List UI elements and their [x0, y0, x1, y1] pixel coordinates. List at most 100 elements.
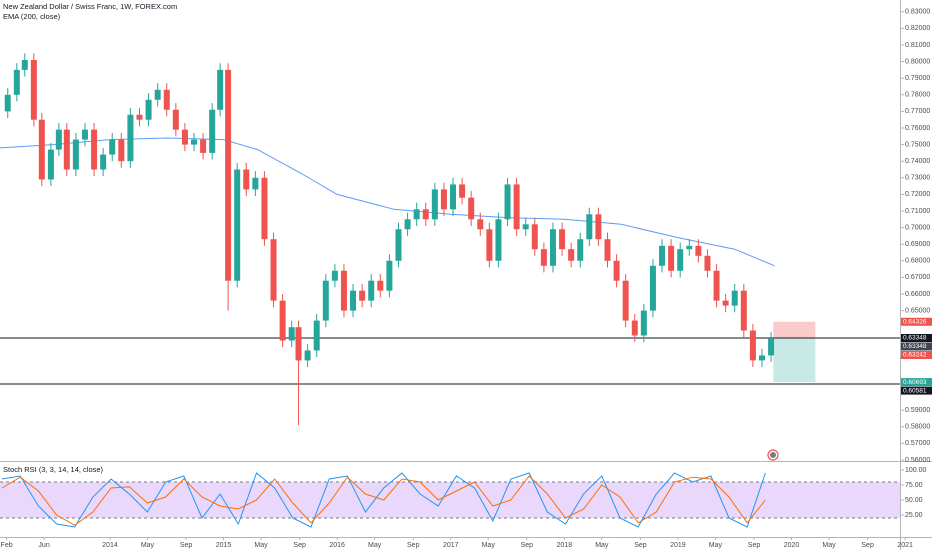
y-tick-label: 0.77000	[905, 108, 930, 115]
candle-body	[713, 270, 720, 301]
x-tick-label: May	[482, 542, 496, 549]
candle-body	[468, 197, 475, 220]
x-tick-label: Sep	[407, 542, 420, 549]
y-tick-label: 0.83000	[905, 9, 930, 16]
candle-body	[395, 229, 402, 261]
price-tag-label: 0.63242	[903, 352, 927, 359]
y-tick-label: 0.65000	[905, 307, 930, 314]
candle-body	[331, 270, 338, 281]
y-tick-label: 0.66000	[905, 291, 930, 298]
candle-body	[531, 224, 538, 250]
candle-body	[350, 290, 357, 311]
y-tick-label: 0.68000	[905, 258, 930, 265]
candle-body	[136, 114, 143, 120]
candle-body	[540, 249, 547, 266]
candle-body	[304, 350, 311, 361]
y-tick-label: 0.70000	[905, 224, 930, 231]
candle-body	[172, 109, 179, 130]
candle-body	[127, 114, 134, 162]
candle-body	[47, 149, 54, 180]
candle-body	[100, 154, 107, 170]
candle-body	[431, 189, 438, 220]
x-tick-label: Sep	[521, 542, 534, 549]
candle-body	[340, 270, 347, 311]
price-tag-label: 0.63348	[903, 343, 927, 350]
candle-body	[163, 89, 170, 110]
candle-body	[686, 245, 693, 250]
candle-body	[740, 290, 747, 331]
candle-body	[81, 129, 88, 140]
candle-body	[279, 300, 286, 341]
candle-body	[209, 109, 216, 153]
candle-body	[749, 330, 756, 361]
x-tick-label: Sep	[634, 542, 647, 549]
candle-body	[386, 260, 393, 291]
y-tick-label: 0.67000	[905, 274, 930, 281]
indicator-label: EMA (200, close)	[3, 12, 61, 21]
y-tick-label: 0.81000	[905, 42, 930, 49]
candle-body	[118, 139, 125, 162]
candle-body	[495, 219, 502, 261]
x-tick-label: 2014	[102, 542, 118, 549]
candle-body	[181, 129, 188, 145]
candle-body	[288, 327, 295, 341]
candle-body	[191, 139, 198, 145]
candle-body	[200, 139, 207, 153]
candle-body	[261, 177, 268, 240]
candle-body	[55, 129, 62, 150]
y-tick-label: 0.82000	[905, 25, 930, 32]
y-tick-label: 0.57000	[905, 440, 930, 447]
candle-body	[704, 255, 711, 271]
candle-body	[4, 94, 11, 112]
x-tick-label: 2021	[897, 542, 913, 549]
candle-body	[422, 209, 429, 220]
price-tag-label: 0.60581	[903, 387, 927, 394]
y-tick-label: 0.74000	[905, 158, 930, 165]
candle-body	[758, 355, 765, 361]
x-tick-label: 2018	[557, 542, 573, 549]
y-tick-label: 75.00	[905, 482, 923, 489]
price-tag	[901, 342, 932, 351]
candle-body	[21, 59, 28, 70]
x-tick-label: 2017	[443, 542, 459, 549]
y-tick-label: 0.56000	[905, 457, 930, 464]
x-tick-label: May	[709, 542, 723, 549]
price-tag	[901, 317, 932, 326]
candle-body	[513, 184, 520, 230]
candle-body	[568, 249, 575, 261]
x-tick-label: Sep	[293, 542, 306, 549]
y-tick-label: 25.00	[905, 512, 923, 519]
x-tick-label: Sep	[180, 542, 193, 549]
x-tick-label: 2016	[329, 542, 345, 549]
candle-body	[695, 245, 702, 256]
candle-body	[677, 249, 684, 271]
candle-body	[91, 129, 98, 170]
candle-body	[631, 320, 638, 336]
alert-icon-inner	[770, 452, 776, 458]
candle-body	[243, 169, 250, 190]
candle-body	[731, 290, 738, 306]
y-tick-label: 0.80000	[905, 58, 930, 65]
candle-body	[270, 239, 277, 301]
candle-body	[668, 245, 675, 271]
price-tag-label: 0.64326	[903, 319, 927, 326]
price-tag	[901, 334, 932, 343]
candle-body	[252, 177, 259, 190]
candle-body	[504, 184, 511, 220]
candle-body	[63, 129, 70, 170]
x-tick-label: 2015	[216, 542, 232, 549]
candle-body	[295, 327, 302, 361]
candle-body	[154, 89, 161, 100]
x-tick-label: Jun	[38, 542, 49, 549]
chart-title: New Zealand Dollar / Swiss Franc, 1W, FO…	[3, 2, 177, 11]
y-tick-label: 0.79000	[905, 75, 930, 82]
candle-body	[13, 69, 20, 95]
candle-body	[234, 169, 241, 281]
candle-body	[217, 69, 224, 110]
stoch-line	[1, 475, 766, 526]
candle-body	[604, 239, 611, 261]
stoch-line	[1, 472, 766, 528]
y-tick-label: 0.78000	[905, 92, 930, 99]
candle-body	[722, 300, 729, 306]
